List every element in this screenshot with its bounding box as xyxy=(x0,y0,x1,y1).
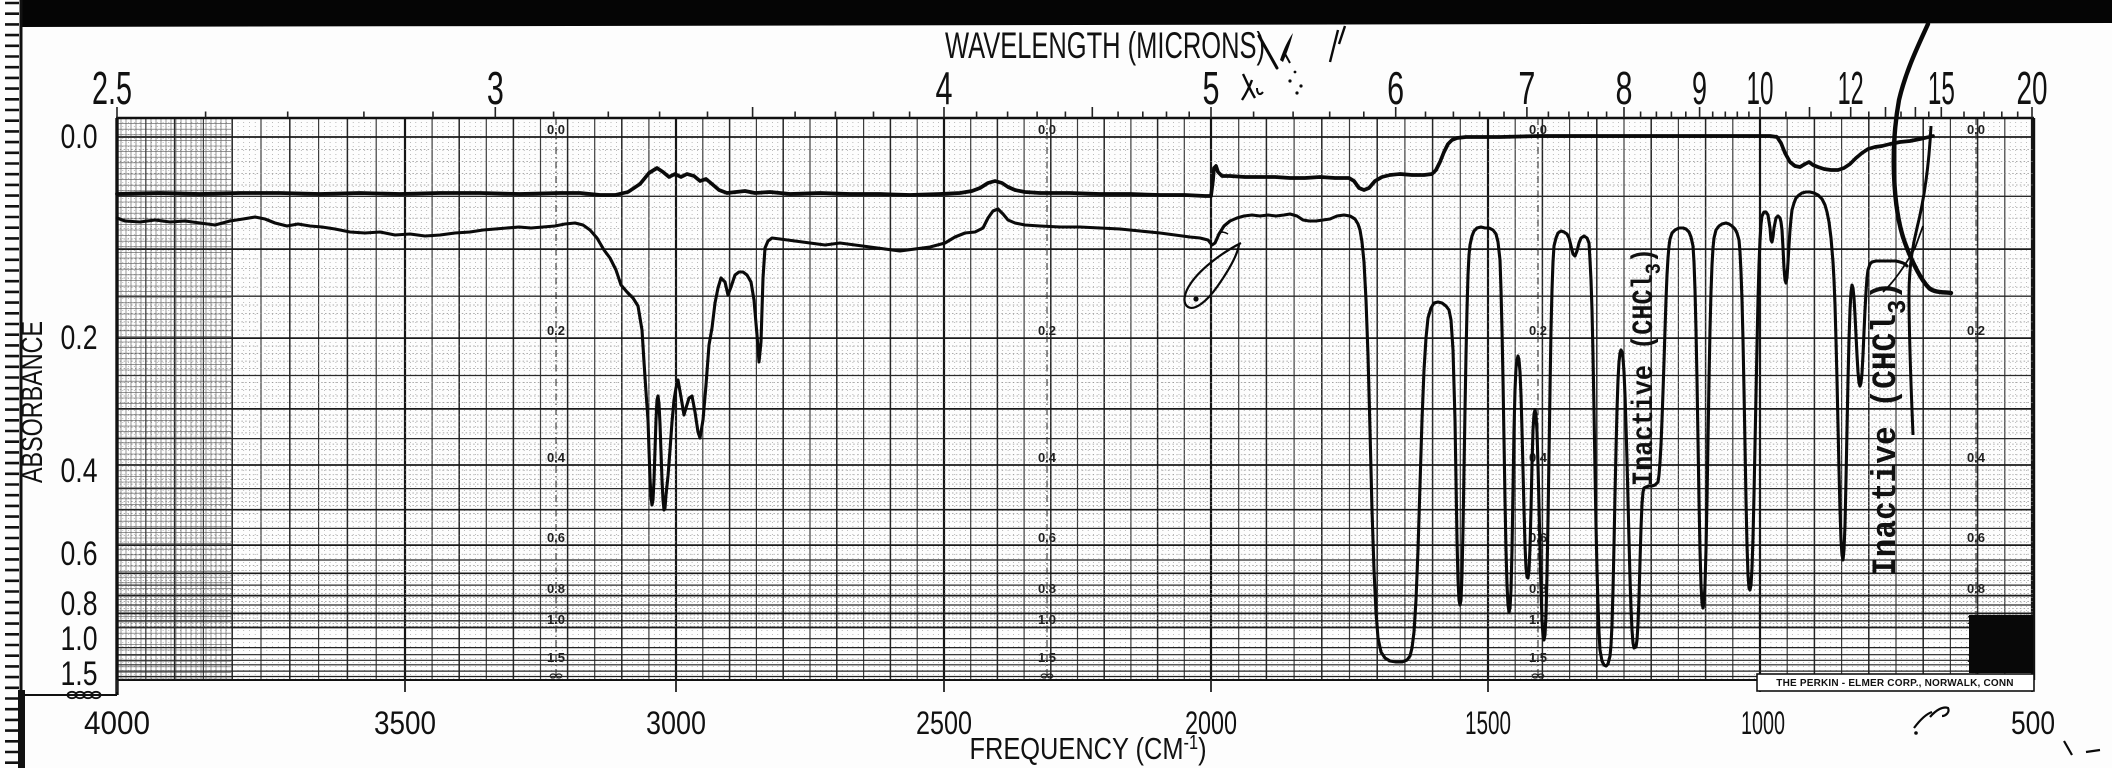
svg-text:1.5: 1.5 xyxy=(547,650,565,665)
svg-text:0.0: 0.0 xyxy=(1529,122,1547,137)
svg-text:500: 500 xyxy=(2011,705,2055,741)
svg-text:4000: 4000 xyxy=(84,705,150,741)
svg-text:0.4: 0.4 xyxy=(1967,450,1986,465)
svg-text:0.6: 0.6 xyxy=(1038,530,1056,545)
svg-text:3500: 3500 xyxy=(374,705,436,741)
svg-text:1.5: 1.5 xyxy=(61,655,98,693)
svg-text:1000: 1000 xyxy=(1741,705,1785,741)
svg-text:THE PERKIN - ELMER CORP., NORW: THE PERKIN - ELMER CORP., NORWALK, CONN xyxy=(1776,678,2013,689)
svg-text:7: 7 xyxy=(1518,62,1535,114)
svg-text:0.4: 0.4 xyxy=(1038,450,1057,465)
svg-text:0.2: 0.2 xyxy=(1967,323,1985,338)
svg-text:0.8: 0.8 xyxy=(1529,581,1547,596)
svg-text:2.5: 2.5 xyxy=(92,62,132,114)
svg-text:6: 6 xyxy=(1387,62,1404,114)
svg-text:0.8: 0.8 xyxy=(1038,581,1056,596)
svg-text:3: 3 xyxy=(487,62,504,114)
svg-text:10: 10 xyxy=(1747,62,1774,114)
svg-text:0.2: 0.2 xyxy=(547,323,565,338)
svg-text:0.4: 0.4 xyxy=(61,452,98,490)
svg-text:0.2: 0.2 xyxy=(1529,323,1547,338)
svg-text:0.0: 0.0 xyxy=(61,118,98,156)
svg-text:9: 9 xyxy=(1692,62,1707,114)
svg-text:2000: 2000 xyxy=(1185,705,1237,741)
svg-text:3000: 3000 xyxy=(646,705,706,741)
svg-text:12: 12 xyxy=(1838,62,1864,114)
svg-text:0.8: 0.8 xyxy=(547,581,565,596)
svg-text:0.8: 0.8 xyxy=(61,585,98,623)
svg-text:0.8: 0.8 xyxy=(1967,581,1985,596)
svg-text:0.2: 0.2 xyxy=(61,319,98,357)
svg-text:1.0: 1.0 xyxy=(547,612,565,627)
svg-text:5: 5 xyxy=(1203,62,1220,114)
svg-text:WAVELENGTH (MICRONS): WAVELENGTH (MICRONS) xyxy=(945,25,1265,66)
svg-text:0.6: 0.6 xyxy=(1967,530,1985,545)
svg-text:1.0: 1.0 xyxy=(61,620,98,658)
svg-text:8: 8 xyxy=(1616,62,1633,114)
svg-text:0.6: 0.6 xyxy=(547,530,565,545)
svg-text:20: 20 xyxy=(2017,62,2048,114)
svg-text:2500: 2500 xyxy=(916,705,972,741)
svg-text:15: 15 xyxy=(1928,62,1955,114)
svg-text:4: 4 xyxy=(936,62,953,114)
svg-text:0.2: 0.2 xyxy=(1038,323,1056,338)
svg-text:ABSORBANCE: ABSORBANCE xyxy=(16,321,49,483)
svg-text:0.0: 0.0 xyxy=(1967,122,1985,137)
svg-text:1500: 1500 xyxy=(1465,705,1511,741)
svg-text:0.4: 0.4 xyxy=(547,450,566,465)
svg-text:0.0: 0.0 xyxy=(1038,122,1056,137)
svg-text:0.6: 0.6 xyxy=(61,535,98,573)
svg-text:Inactive (CHCl3): Inactive (CHCl3) xyxy=(1868,281,1913,576)
svg-text:1.0: 1.0 xyxy=(1038,612,1056,627)
svg-text:0.6: 0.6 xyxy=(1529,530,1547,545)
svg-text:0.0: 0.0 xyxy=(547,122,565,137)
svg-text:1.5: 1.5 xyxy=(1529,650,1547,665)
svg-text:FREQUENCY (CM-1): FREQUENCY (CM-1) xyxy=(969,730,1206,766)
svg-text:1.5: 1.5 xyxy=(1038,650,1056,665)
